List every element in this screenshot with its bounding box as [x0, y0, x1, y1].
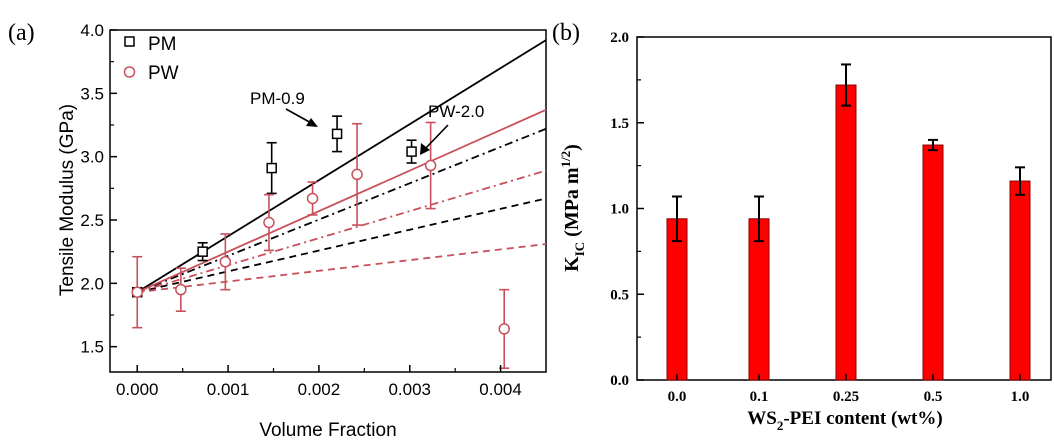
- data-points: [131, 115, 510, 370]
- x-tick-label: 0.004: [479, 380, 522, 399]
- model-line-4: [136, 169, 547, 294]
- y-tick-label-b: 0.5: [610, 287, 629, 303]
- point-pw-2: [219, 233, 232, 291]
- x-axis-label-b-rest: -PEI content (wt%): [783, 408, 942, 429]
- panel-a-label: (a): [8, 20, 35, 46]
- annotations-a: PM-0.9 PW-2.0: [250, 89, 484, 155]
- point-pw-6: [424, 121, 437, 210]
- y-axis-label-b: KIC (MPa m1/2): [558, 144, 587, 272]
- bar-0.1: [748, 195, 770, 381]
- marker-square: [197, 246, 208, 257]
- annotation-pm-0-9: PM-0.9: [250, 89, 305, 108]
- x-axis-label-b: WS2-PEI content (wt%): [747, 408, 942, 433]
- y-tick-label: 2.5: [80, 211, 104, 230]
- y-axis-ticks: 1.5 2.0 2.5 3.0 3.5 4.0: [80, 21, 117, 357]
- y-axis-label-b-rest: (MPa m: [561, 167, 583, 242]
- panel-a: (a) 0.000 0.001 0.002 0.003 0.004 1.5 2.0 2.5 3…: [8, 20, 547, 440]
- y-axis-label-b-main: K: [561, 256, 583, 272]
- x-tick-label: 0.003: [388, 380, 431, 399]
- y-tick-label: 1.5: [80, 338, 104, 357]
- annotation-arrow-pw: [423, 124, 449, 151]
- point-pm-2: [266, 141, 277, 195]
- annotation-arrowhead-pm: [306, 118, 318, 127]
- bar-0.0: [666, 195, 688, 381]
- point-pw-7: [498, 288, 510, 370]
- y-tick-label: 2.0: [80, 274, 104, 293]
- marker-square: [266, 162, 277, 174]
- panel-b-label: (b): [552, 20, 580, 46]
- y-tick-label-b: 1.5: [610, 116, 629, 132]
- bar-rect: [1009, 180, 1031, 381]
- legend-label-pw: PW: [148, 63, 179, 84]
- x-axis-label-b-sub: 2: [777, 418, 784, 433]
- point-pw-0: [131, 255, 143, 329]
- marker-circle: [263, 216, 275, 229]
- model-line-1: [136, 127, 547, 294]
- legend-marker-pw: [123, 66, 136, 78]
- point-pm-3: [331, 115, 343, 153]
- bar-rect: [666, 218, 688, 381]
- point-pw-1: [175, 267, 187, 313]
- y-axis-label-b-sup: 1/2: [558, 151, 573, 168]
- legend-marker-pm: [124, 36, 135, 47]
- point-pw-3: [263, 193, 275, 252]
- y-tick-label-b: 0.0: [610, 373, 629, 389]
- point-pm-4: [406, 139, 417, 164]
- bar-1.0: [1009, 166, 1031, 381]
- y-tick-label: 3.5: [80, 84, 104, 103]
- marker-circle: [424, 159, 437, 172]
- y-tick-label: 3.0: [80, 148, 104, 167]
- y-axis-label-b-sub: IC: [572, 242, 587, 256]
- x-tick-label-b: 0.25: [833, 389, 859, 405]
- marker-square: [331, 128, 343, 140]
- x-tick-label-b: 0.0: [668, 389, 687, 405]
- marker-circle: [175, 283, 187, 296]
- x-tick-label-b: 1.0: [1011, 389, 1030, 405]
- bar-0.5: [922, 138, 944, 381]
- plot-a-frame: [109, 29, 547, 373]
- marker-circle: [351, 168, 363, 181]
- x-axis-ticks: 0.000 0.001 0.002 0.003 0.004: [116, 365, 522, 399]
- x-tick-label: 0.000: [116, 380, 159, 399]
- y-tick-label: 4.0: [80, 21, 104, 40]
- x-tick-label: 0.001: [207, 380, 250, 399]
- annotation-arrowhead-pw: [420, 143, 430, 155]
- y-axis-label-a: Tensile Modulus (GPa): [57, 104, 78, 296]
- bar-rect: [922, 144, 944, 381]
- marker-circle: [498, 323, 510, 335]
- point-pm-1: [197, 242, 208, 262]
- x-axis-label-b-main: WS: [747, 408, 777, 429]
- y-tick-label-b: 2.0: [610, 30, 629, 46]
- model-line-3: [136, 108, 547, 294]
- marker-circle: [306, 192, 319, 205]
- y-axis-label-b-close: ): [561, 144, 583, 151]
- marker-square: [406, 146, 417, 157]
- x-axis-label-a: Volume Fraction: [259, 420, 396, 440]
- bar-0.25: [835, 63, 857, 381]
- y-axis-ticks-b: 0.0 0.5 1.0 1.5 2.0: [610, 30, 644, 389]
- model-line-2: [137, 197, 547, 294]
- marker-circle: [131, 286, 143, 298]
- point-pw-5: [351, 122, 363, 226]
- annotation-arrow-pm: [285, 108, 314, 125]
- x-axis-ticks-b: 0.0 0.1 0.25 0.5 1.0: [668, 374, 1030, 405]
- y-tick-label-b: 1.0: [610, 202, 629, 218]
- bar-rect: [748, 218, 770, 381]
- marker-circle: [219, 256, 232, 268]
- annotation-pw-2-0: PW-2.0: [428, 102, 484, 121]
- x-tick-label: 0.002: [298, 380, 341, 399]
- x-tick-label-b: 0.1: [750, 389, 769, 405]
- bar-rect: [835, 84, 857, 381]
- point-pw-4: [306, 181, 319, 216]
- model-line-5: [137, 243, 547, 294]
- legend-label-pm: PM: [148, 34, 177, 55]
- legend-a: PM PW: [123, 34, 179, 84]
- x-tick-label-b: 0.5: [924, 389, 943, 405]
- bars: [666, 63, 1031, 381]
- panel-b: (b) 0.0 0.5 1.0 1.5 2.0 0.0 0.1 0.25 0.5 1.0 WS2…: [552, 20, 1052, 433]
- model-lines: [136, 39, 547, 294]
